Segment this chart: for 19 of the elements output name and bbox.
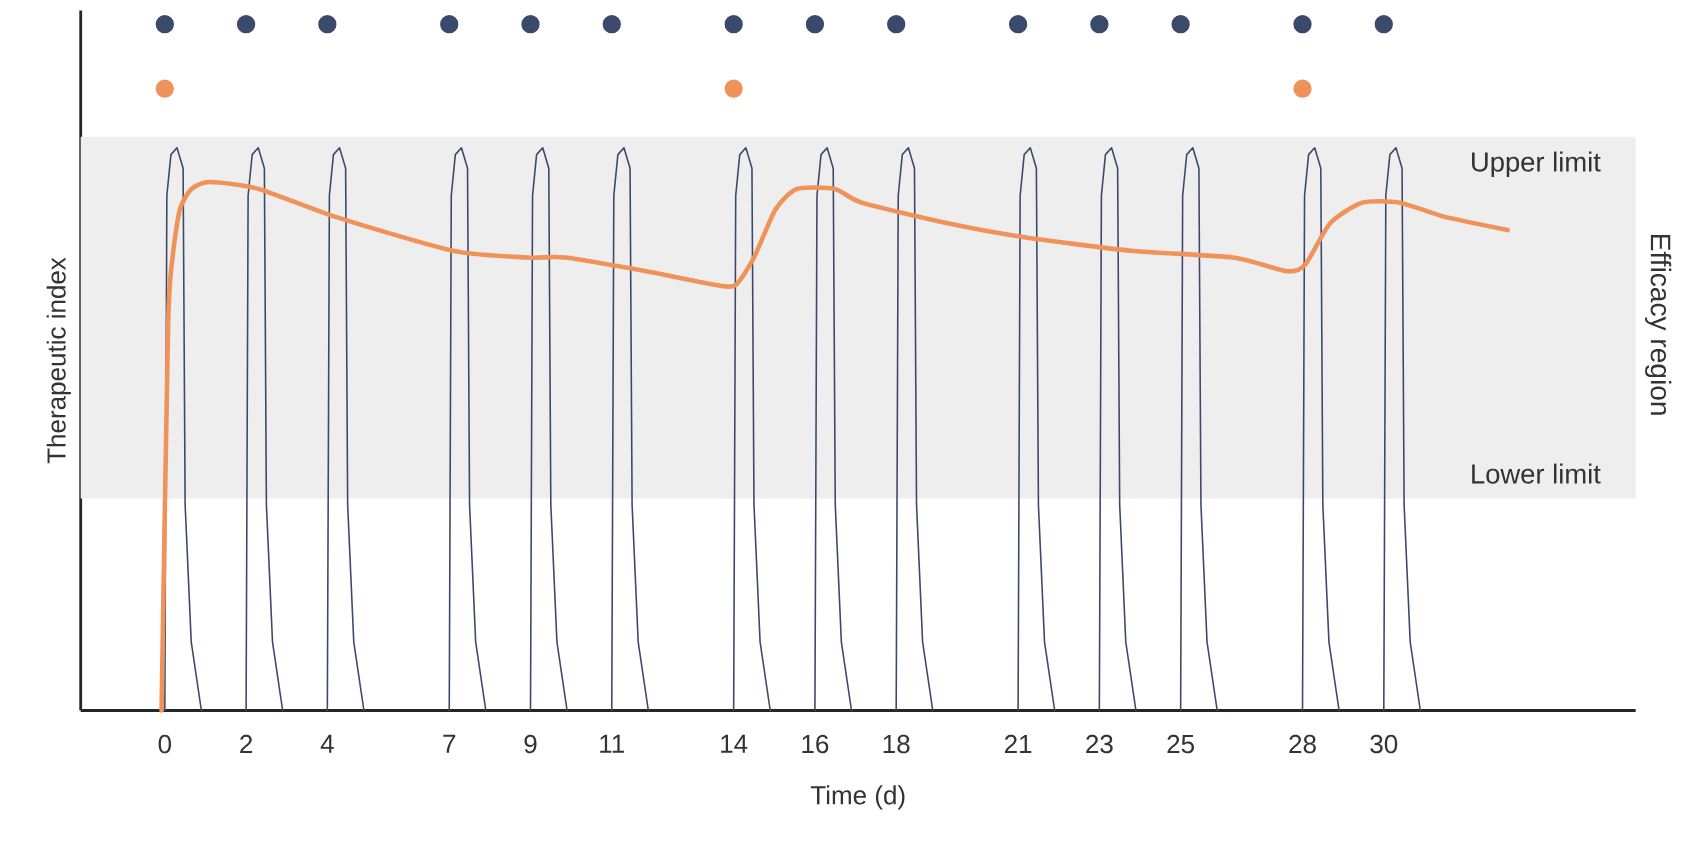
x-tick-label: 4 (320, 734, 334, 753)
band-label: Efficacy region (1645, 234, 1672, 415)
x-tick-label: 16 (802, 734, 829, 754)
x-tick-label: 11 (600, 734, 624, 753)
x-axis-title: Time (d) (810, 785, 905, 810)
x-tick-label: 30 (1370, 734, 1398, 754)
x-tick-label: 14 (721, 734, 748, 753)
y-axis-title: Therapeutic index (46, 257, 71, 464)
x-tick-label: 0 (158, 734, 172, 754)
annotation: Lower limit (1472, 463, 1601, 484)
x-tick-label: 28 (1289, 734, 1316, 754)
x-tick-label: 23 (1086, 734, 1113, 754)
x-tick-label: 7 (443, 734, 456, 753)
annotation: Upper limit (1472, 151, 1601, 178)
x-tick-label: 25 (1167, 734, 1195, 754)
x-tick-label: 9 (524, 734, 537, 754)
x-tick-label: 21 (1004, 734, 1032, 754)
x-tick-label: 2 (240, 734, 253, 754)
x-tick-label: 18 (883, 734, 910, 754)
